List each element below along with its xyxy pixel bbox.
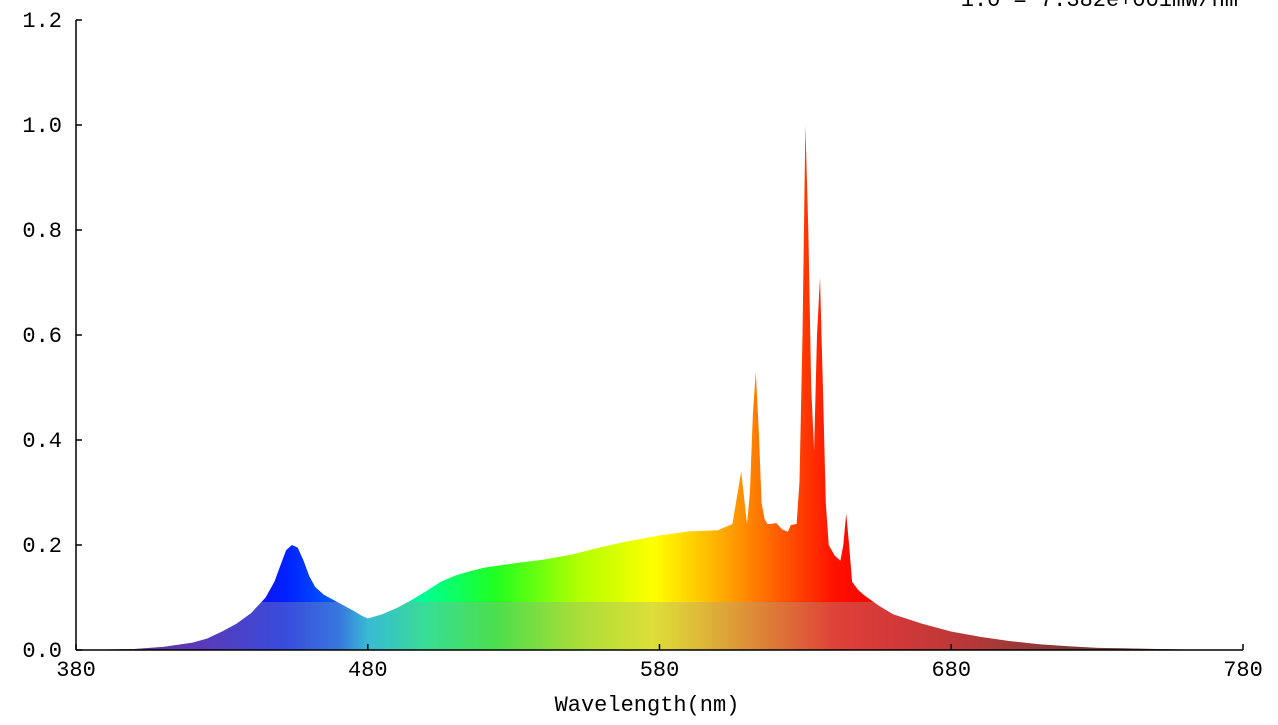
y-tick-label: 1.2	[22, 9, 62, 34]
y-tick-label: 0.4	[22, 429, 62, 454]
y-tick-label: 0.2	[22, 534, 62, 559]
y-tick-label: 1.0	[22, 114, 62, 139]
x-axis-title: Wavelength(nm)	[555, 693, 740, 718]
spectrum-area	[76, 125, 1243, 650]
x-tick-label: 480	[348, 658, 388, 683]
scale-note: 1.0 = 7.382e+001mW/nm	[961, 0, 1238, 13]
y-tick-label: 0.0	[22, 639, 62, 664]
spectrum-lower-band	[76, 602, 1243, 650]
x-tick-label: 380	[56, 658, 96, 683]
y-tick-label: 0.8	[22, 219, 62, 244]
y-tick-label: 0.6	[22, 324, 62, 349]
x-tick-label: 780	[1223, 658, 1263, 683]
y-ticks: 0.0 0.2 0.4 0.6 0.8 1.0 1.2	[22, 9, 82, 664]
x-ticks: 380 480 580 680 780	[56, 644, 1263, 683]
x-tick-label: 580	[640, 658, 680, 683]
x-tick-label: 680	[931, 658, 971, 683]
